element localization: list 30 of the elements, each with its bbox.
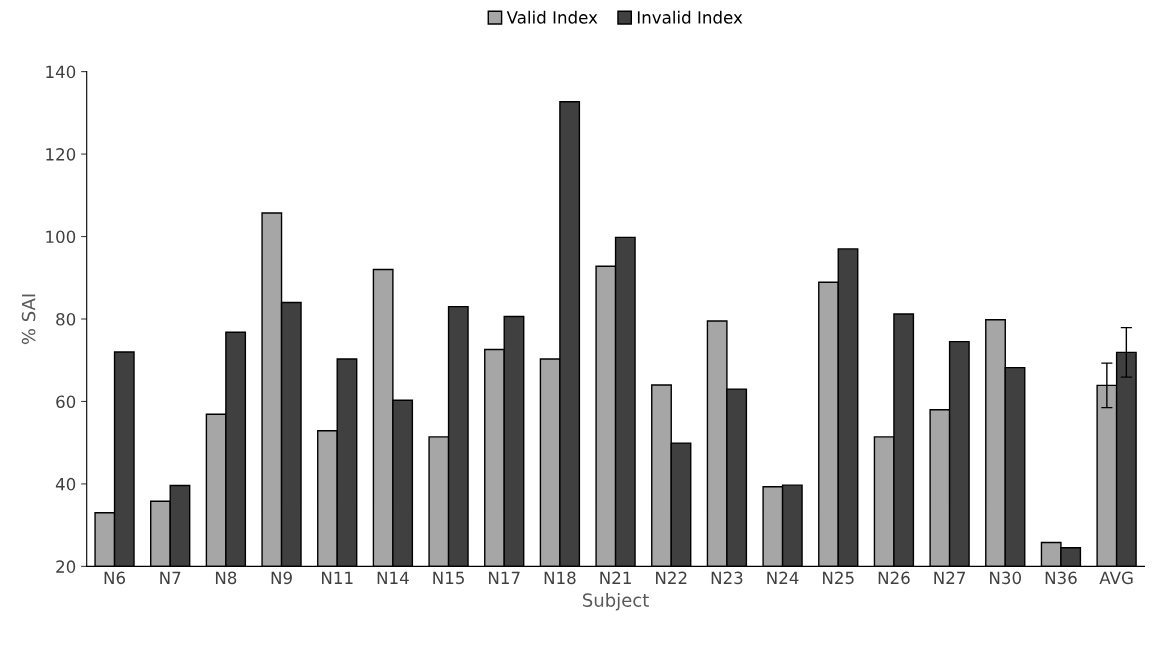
y-tick-label: 120 xyxy=(46,148,76,161)
x-tick-label: N7 xyxy=(160,571,181,584)
y-tick-label: 80 xyxy=(56,312,76,326)
x-tick-label: N23 xyxy=(711,571,743,585)
x-tick-label: N8 xyxy=(215,571,237,585)
x-tick-label: N9 xyxy=(271,571,292,585)
y-axis-title: % SAI xyxy=(21,294,36,345)
x-tick-label: N21 xyxy=(600,571,631,584)
x-tick-label: N36 xyxy=(1045,571,1077,585)
x-axis-title: Subject xyxy=(583,592,649,611)
x-tick-label: N24 xyxy=(767,571,799,584)
x-tick-label: N27 xyxy=(934,571,966,584)
x-tick-label: N30 xyxy=(990,571,1021,585)
legend-label: Invalid Index xyxy=(637,10,743,24)
y-tick-label: 40 xyxy=(55,477,76,491)
x-tick-label: N17 xyxy=(489,571,520,584)
x-tick-label: N15 xyxy=(433,571,464,585)
y-tick-label: 60 xyxy=(56,395,76,409)
x-tick-label: N11 xyxy=(322,571,353,584)
x-tick-label: N6 xyxy=(104,571,126,585)
y-tick-label: 140 xyxy=(46,65,76,79)
x-tick-label: N26 xyxy=(878,571,910,585)
x-tick-label: N18 xyxy=(544,571,576,585)
x-tick-label: N25 xyxy=(823,571,854,585)
x-tick-label: AVG xyxy=(1099,571,1133,585)
legend-label: Valid Index xyxy=(506,10,598,24)
x-tick-label: N22 xyxy=(656,571,687,584)
y-tick-label: 100 xyxy=(46,230,76,244)
x-tick-label: N14 xyxy=(377,571,409,584)
y-tick-label: 20 xyxy=(56,560,76,573)
